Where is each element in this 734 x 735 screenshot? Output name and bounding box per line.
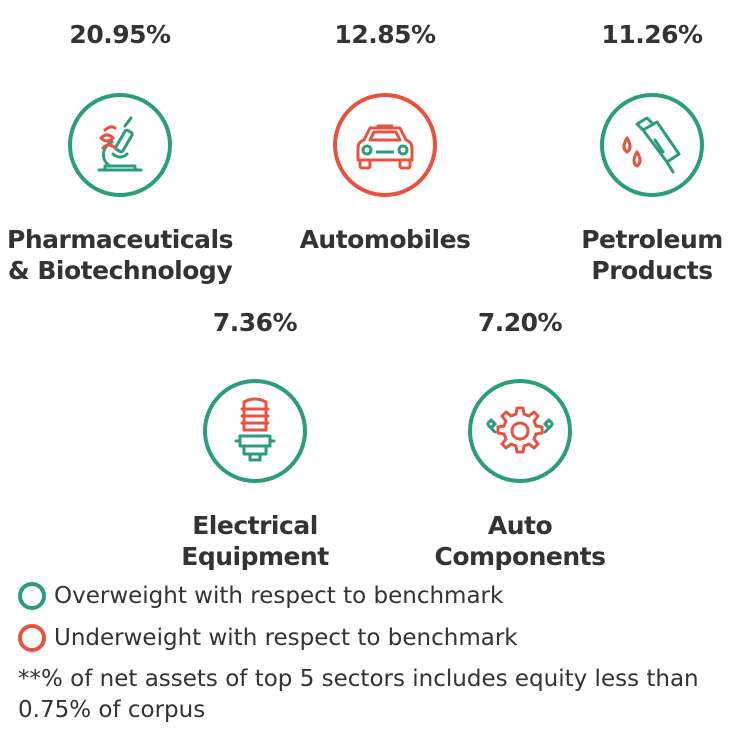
sector-name-line1: Auto (487, 511, 553, 540)
sector-name-line2: & Biotechnology (7, 256, 233, 285)
car-icon (330, 90, 440, 200)
gear-icon (465, 376, 575, 486)
legend-overweight-label: Overweight with respect to benchmark (54, 583, 504, 609)
legend-overweight: Overweight with respect to benchmark (18, 582, 503, 610)
sector-name: Pharmaceuticals & Biotechnology (0, 224, 240, 286)
footnote: **% of net assets of top 5 sectors inclu… (18, 666, 699, 723)
sector-automobiles: 12.85% Automobiles (290, 20, 480, 255)
sector-name-line2: Equipment (181, 542, 329, 571)
sector-name-line1: Electrical (192, 511, 318, 540)
sector-percent: 12.85% (334, 20, 436, 49)
sector-percent: 7.20% (477, 308, 563, 337)
microscope-icon (65, 90, 175, 200)
sector-name: Automobiles (290, 224, 480, 255)
legend-underweight: Underweight with respect to benchmark (18, 624, 518, 652)
sector-name-line2: Components (434, 542, 606, 571)
sector-name-line1: Petroleum (581, 225, 723, 254)
sector-percent: 7.36% (212, 308, 298, 337)
sector-name: Auto Components (415, 510, 625, 572)
sector-petroleum: 11.26% Petroleum Products (575, 20, 729, 286)
legend-underweight-label: Underweight with respect to benchmark (54, 625, 518, 651)
sector-name: Petroleum Products (575, 224, 729, 286)
sector-pharmaceuticals: 20.95% Pharmaceuticals & Biotechnology (0, 20, 240, 286)
sector-percent: 20.95% (69, 20, 171, 49)
underweight-ring-icon (18, 624, 46, 652)
sector-auto-components: 7.20% Auto Components (415, 308, 625, 572)
fuel-nozzle-icon (597, 90, 707, 200)
sector-name: Electrical Equipment (160, 510, 350, 572)
sector-electrical-equipment: 7.36% Electrical Equipment (160, 308, 350, 572)
sector-name-line2: Products (591, 256, 713, 285)
light-bulb-icon (200, 376, 310, 486)
sector-percent: 11.26% (601, 20, 703, 49)
sector-name-line1: Pharmaceuticals (7, 225, 233, 254)
sector-name-line1: Automobiles (299, 225, 471, 254)
overweight-ring-icon (18, 582, 46, 610)
